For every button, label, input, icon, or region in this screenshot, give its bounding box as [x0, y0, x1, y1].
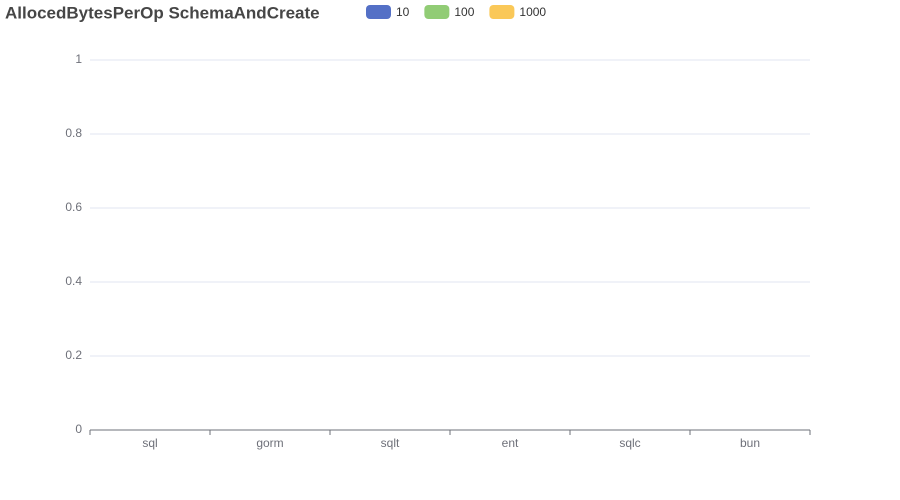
x-tick-label: sql [142, 436, 157, 450]
legend-label: 1000 [519, 5, 546, 19]
y-tick-label: 0 [75, 422, 82, 436]
y-tick-label: 0.4 [65, 274, 82, 288]
legend-swatch [424, 5, 450, 19]
y-tick-label: 0.2 [65, 348, 82, 362]
legend-swatch [366, 5, 391, 19]
legend-label: 10 [396, 5, 410, 19]
x-tick-label: gorm [256, 436, 283, 450]
x-tick-label: sqlc [619, 436, 640, 450]
x-tick-label: sqlt [381, 436, 400, 450]
x-tick-label: ent [502, 436, 519, 450]
legend-label: 100 [454, 5, 474, 19]
chart-title: AllocedBytesPerOp SchemaAndCreate [5, 3, 320, 22]
legend-swatch [489, 5, 515, 19]
y-tick-label: 1 [75, 52, 82, 66]
x-tick-label: bun [740, 436, 760, 450]
y-tick-label: 0.8 [65, 126, 82, 140]
y-tick-label: 0.6 [65, 200, 82, 214]
